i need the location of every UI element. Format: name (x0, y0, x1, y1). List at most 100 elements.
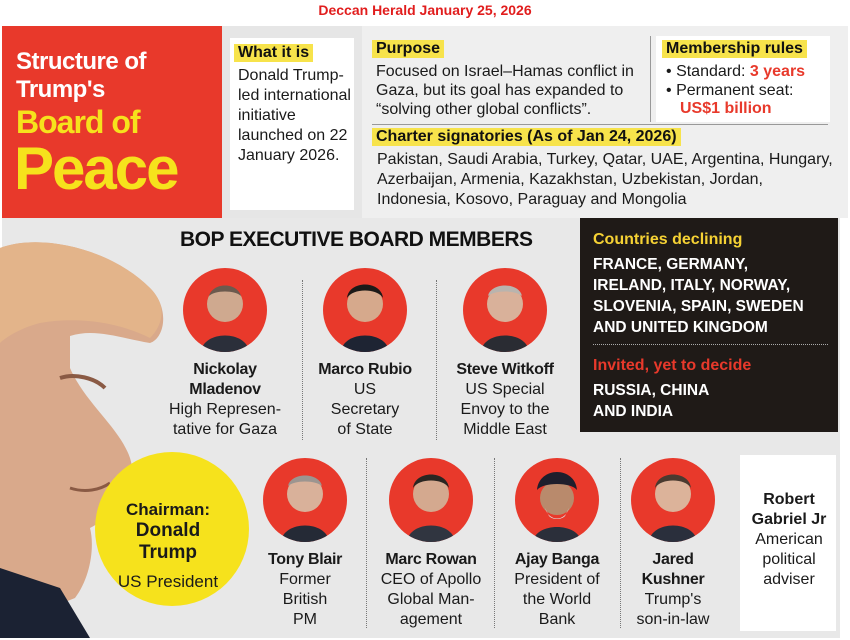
person-icon (481, 285, 529, 352)
divider (302, 280, 303, 440)
member-role: US Special (465, 381, 545, 398)
member-role-line: adviser (763, 571, 815, 588)
member-name: Tony Blair (267, 551, 343, 568)
member-name-line-2: Gabriel Jr (751, 511, 827, 528)
divider (366, 458, 367, 628)
divider (593, 344, 828, 345)
purpose-heading: Purpose (372, 40, 445, 58)
member-card-mladenov: Nickolay Mladenov High Represen- tative … (160, 268, 290, 440)
avatar (515, 458, 599, 542)
member-name-line-2: Kushner (641, 571, 705, 588)
member-role: US (353, 381, 377, 398)
permanent-label: Permanent seat: (676, 82, 794, 99)
member-name-line-1: Robert (763, 491, 815, 508)
member-role-line: American (755, 531, 823, 548)
member-card-blair: Tony Blair Former British PM (240, 458, 370, 630)
avatar (463, 268, 547, 352)
member-role: son-in-law (636, 611, 710, 628)
person-icon (649, 474, 697, 542)
what-it-is-heading: What it is (234, 44, 314, 62)
bullet-icon: • (666, 82, 672, 99)
avatar (183, 268, 267, 352)
member-name: Jared (652, 551, 694, 568)
chairman-name-line-1: Donald (135, 520, 201, 541)
member-role: agement (399, 611, 463, 628)
charter-heading: Charter signatories (As of Jan 24, 2026) (372, 128, 681, 146)
member-name: Robert Gabriel Jr (742, 490, 836, 530)
declining-heading: Countries declining (593, 231, 743, 248)
member-role: PM (293, 611, 317, 628)
member-name: Marco Rubio (318, 361, 412, 378)
what-it-is-card: What it is Donald Trump-led internationa… (230, 38, 354, 210)
bullet-icon: • (666, 63, 672, 80)
what-it-is-text: Donald Trump-led international initiativ… (238, 67, 351, 164)
divider (436, 280, 437, 440)
person-icon (407, 474, 455, 542)
declining-list: FRANCE, GERMANY, IRELAND, ITALY, NORWAY,… (593, 254, 833, 338)
member-role-line: political (762, 551, 816, 568)
member-card-rubio: Marco Rubio US Secretary of State (300, 268, 430, 440)
member-name: Ajay Banga (514, 551, 600, 568)
avatar (263, 458, 347, 542)
member-card-rowan: Marc Rowan CEO of Apollo Global Man- age… (366, 458, 496, 630)
title-line-3: Board of (16, 104, 141, 140)
divider (372, 124, 828, 125)
member-role: Envoy to the (460, 401, 550, 418)
standard-value: 3 years (749, 63, 806, 80)
trump-portrait-illustration (0, 242, 164, 638)
person-icon (201, 285, 249, 352)
divider (650, 36, 651, 122)
chairman-name-line-2: Trump (138, 542, 198, 563)
avatar (323, 268, 407, 352)
title-line-2: Trump's (16, 76, 105, 103)
person-icon (533, 472, 581, 542)
member-role: Middle East (463, 421, 547, 438)
countries-panel (580, 218, 838, 432)
member-name: Marc Rowan (385, 551, 477, 568)
member-role: Trump's (644, 591, 702, 608)
invited-heading: Invited, yet to decide (593, 357, 752, 374)
chairman-label: Chairman: Donald Trump (118, 500, 218, 564)
standard-label: Standard: (676, 63, 746, 80)
chairman-circle (95, 452, 249, 606)
membership-standard: • Standard: 3 years (666, 62, 805, 82)
member-role: of State (337, 421, 393, 438)
person-icon (281, 475, 329, 542)
source-line: Deccan Herald January 25, 2026 (318, 2, 532, 18)
member-role: the World (522, 591, 592, 608)
member-role: Former (279, 571, 331, 588)
permanent-value: US$1 billion (680, 100, 772, 117)
what-it-is-panel: What it is Donald Trump-led internationa… (222, 26, 362, 218)
avatar (631, 458, 715, 542)
member-name-line-2: Mladenov (189, 381, 261, 398)
invited-list: RUSSIA, CHINA AND INDIA (593, 380, 833, 422)
member-role: CEO of Apollo (380, 571, 482, 588)
member-role: Secretary (330, 401, 400, 418)
invited-line: RUSSIA, CHINA (593, 382, 710, 399)
member-card-gabriel (740, 455, 836, 631)
member-role: Bank (538, 611, 576, 628)
membership-permanent: • Permanent seat: (666, 81, 793, 101)
title-line-1: Structure of (16, 48, 147, 75)
declining-line: FRANCE, GERMANY, (593, 256, 749, 273)
chairman-title: Chairman: (125, 500, 211, 519)
person-icon (341, 284, 389, 352)
declining-line: SLOVENIA, SPAIN, SWEDEN (593, 298, 804, 315)
member-card-kushner: Jared Kushner Trump's son-in-law (608, 458, 738, 630)
charter-text: Pakistan, Saudi Arabia, Turkey, Qatar, U… (377, 151, 833, 208)
divider (620, 458, 621, 628)
member-role: American political adviser (742, 530, 836, 590)
member-role: President of (514, 571, 600, 588)
member-card-witkoff: Steve Witkoff US Special Envoy to the Mi… (440, 268, 570, 440)
title-block: Structure of Trump's Board of Peace (2, 26, 222, 218)
divider (494, 458, 495, 628)
member-name: Steve Witkoff (456, 361, 554, 378)
chairman-role: US President (117, 572, 219, 591)
avatar (389, 458, 473, 542)
member-role: tative for Gaza (172, 421, 278, 438)
declining-line: AND UNITED KINGDOM (593, 319, 768, 336)
declining-line: IRELAND, ITALY, NORWAY, (593, 277, 791, 294)
invited-line: AND INDIA (593, 403, 674, 420)
member-role: Global Man- (387, 591, 475, 608)
member-name: Nickolay (193, 361, 257, 378)
